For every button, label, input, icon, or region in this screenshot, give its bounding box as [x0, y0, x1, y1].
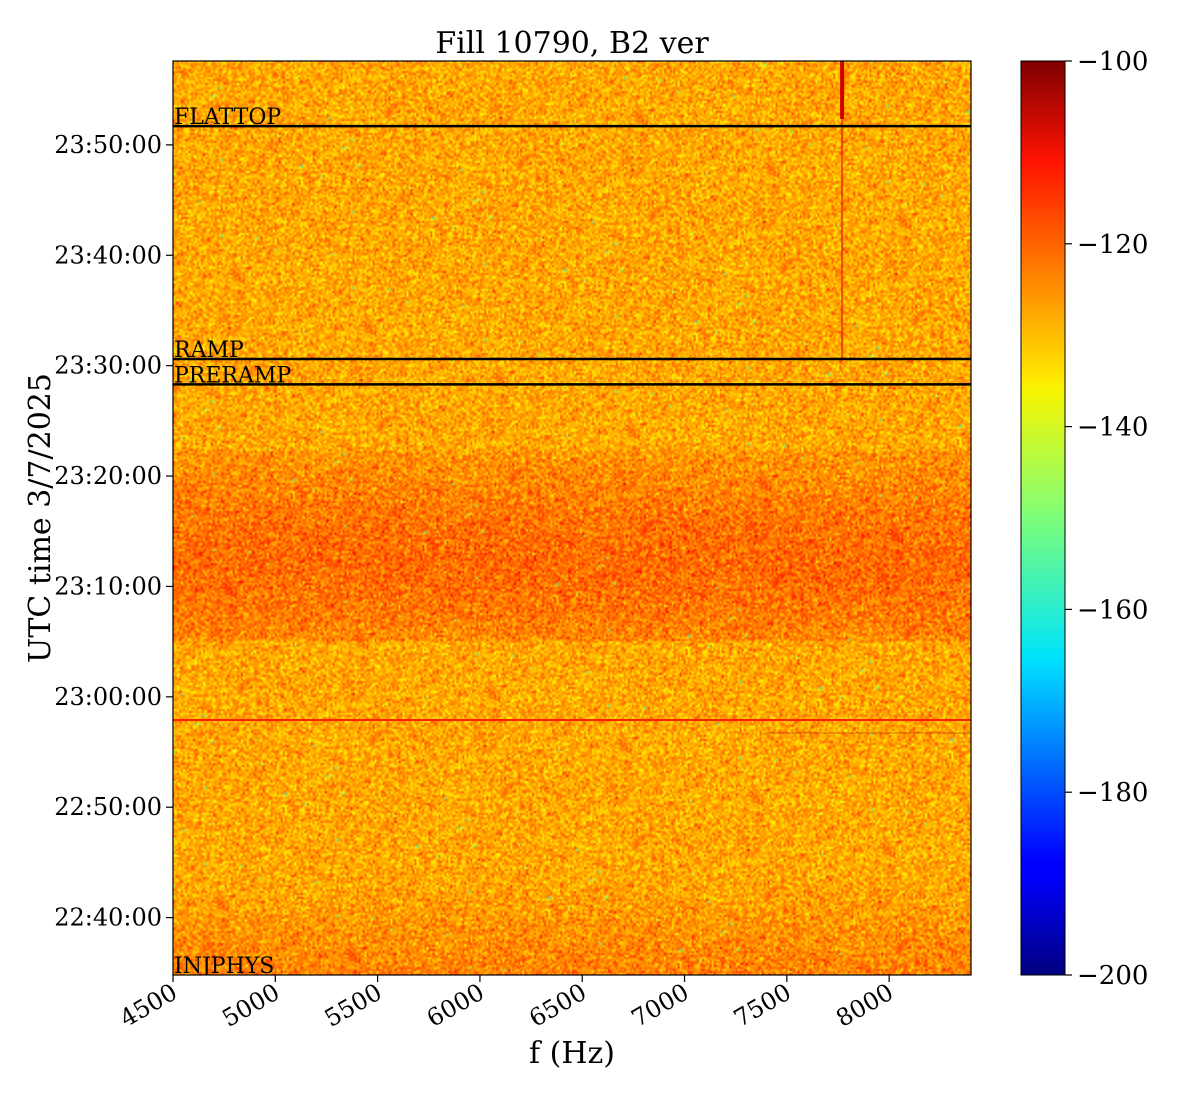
spectrogram-noise	[173, 61, 971, 975]
x-tick-label: 7000	[627, 978, 694, 1033]
phase-marker-label: FLATTOP	[174, 105, 281, 130]
x-tick-label: 5500	[320, 978, 387, 1033]
y-tick-label: 23:50:00	[54, 131, 162, 159]
y-axis-label: UTC time 3/7/2025	[23, 373, 58, 663]
x-axis-label: f (Hz)	[529, 1036, 615, 1071]
x-tick-label: 8000	[831, 978, 898, 1033]
y-tick-label: 22:50:00	[54, 793, 162, 821]
colorbar-tick-label: −120	[1077, 230, 1148, 260]
y-axis-ticks: 22:40:00 22:50:00 23:00:00 23:10:00 23:20:00…	[54, 131, 173, 932]
phase-marker-label: RAMP	[174, 338, 244, 363]
colorbar-tick-label: −160	[1077, 595, 1148, 625]
colorbar	[1020, 60, 1066, 976]
x-tick-label: 6500	[524, 978, 591, 1033]
colorbar-tick-label: −200	[1077, 961, 1148, 991]
phase-marker-label: PRERAMP	[174, 363, 291, 388]
plot-frame	[172, 60, 972, 976]
spectrogram-features	[173, 61, 971, 734]
plot-title: Fill 10790, B2 ver	[435, 26, 709, 61]
x-tick-label: 7500	[729, 978, 796, 1033]
colorbar-ticks: −100 −120 −140 −160 −180 −200	[1065, 47, 1148, 991]
x-axis-ticks: 4500 5000 5500 6000 6500 7000 7500 8000	[115, 975, 898, 1033]
phase-marker-label: INJPHYS	[174, 954, 274, 979]
y-tick-label: 22:40:00	[54, 904, 162, 932]
y-tick-label: 23:00:00	[54, 683, 162, 711]
x-tick-label: 6000	[422, 978, 489, 1033]
colorbar-tick-label: −180	[1077, 778, 1148, 808]
colorbar-tick-label: −100	[1077, 47, 1148, 77]
x-tick-label: 5000	[217, 978, 284, 1033]
y-tick-label: 23:40:00	[54, 241, 162, 269]
y-tick-label: 23:30:00	[54, 352, 162, 380]
x-tick-label: 4500	[115, 978, 182, 1033]
colorbar-tick-label: −140	[1077, 413, 1148, 443]
y-tick-label: 23:10:00	[54, 572, 162, 600]
y-tick-label: 23:20:00	[54, 462, 162, 490]
